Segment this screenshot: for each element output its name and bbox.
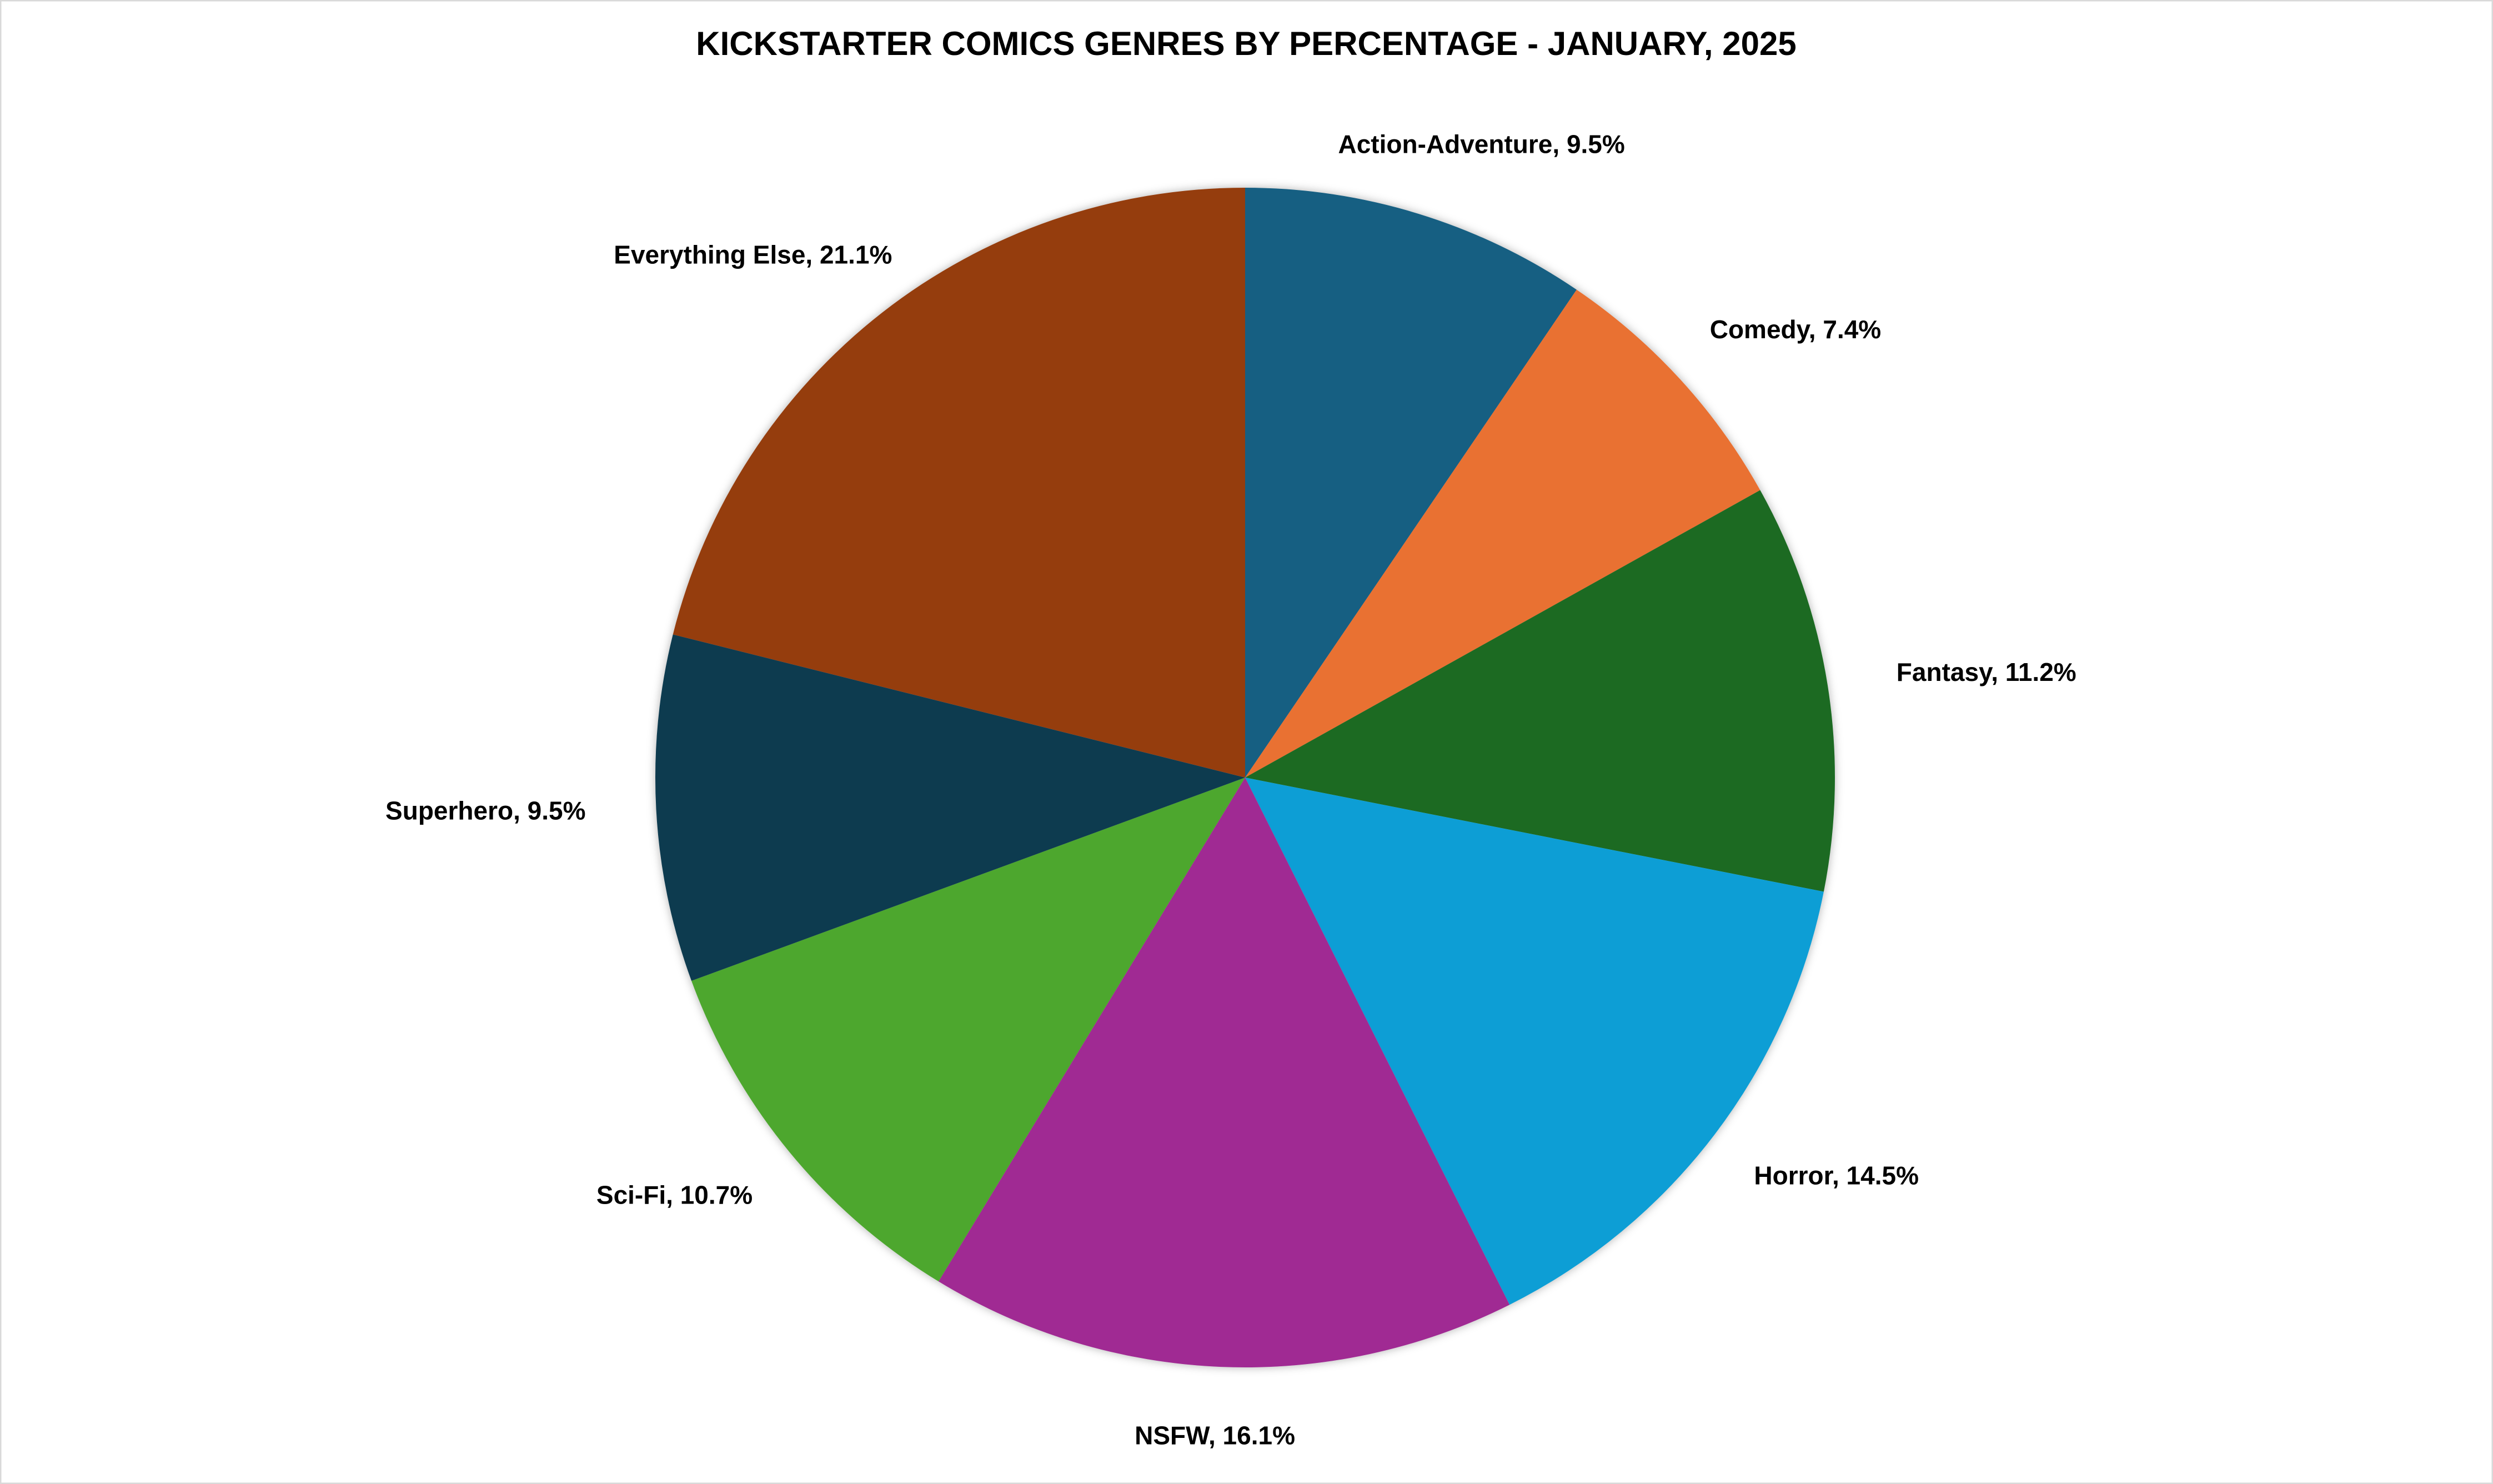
- pie-slice: [691, 778, 1245, 1282]
- data-label: Sci-Fi, 10.7%: [596, 1180, 753, 1209]
- pie-slice: [673, 188, 1245, 778]
- data-label: Comedy, 7.4%: [1710, 315, 1881, 344]
- pie-slice: [1245, 778, 1824, 1305]
- pie: [655, 188, 1835, 1367]
- data-label: NSFW, 16.1%: [1135, 1421, 1295, 1450]
- data-label: Horror, 14.5%: [1754, 1161, 1919, 1190]
- pie-slice: [938, 778, 1510, 1367]
- data-label: Everything Else, 21.1%: [614, 240, 892, 269]
- pie-slice: [1245, 188, 1577, 778]
- data-label: Action-Adventure, 9.5%: [1338, 129, 1624, 158]
- data-label: Superhero, 9.5%: [385, 796, 585, 825]
- data-label: Fantasy, 11.2%: [1897, 658, 2076, 686]
- pie-slice: [1245, 289, 1760, 778]
- pie-slice: [655, 634, 1245, 981]
- chart-title: KICKSTARTER COMICS GENRES BY PERCENTAGE …: [696, 25, 1796, 62]
- pie-slice: [1245, 490, 1835, 892]
